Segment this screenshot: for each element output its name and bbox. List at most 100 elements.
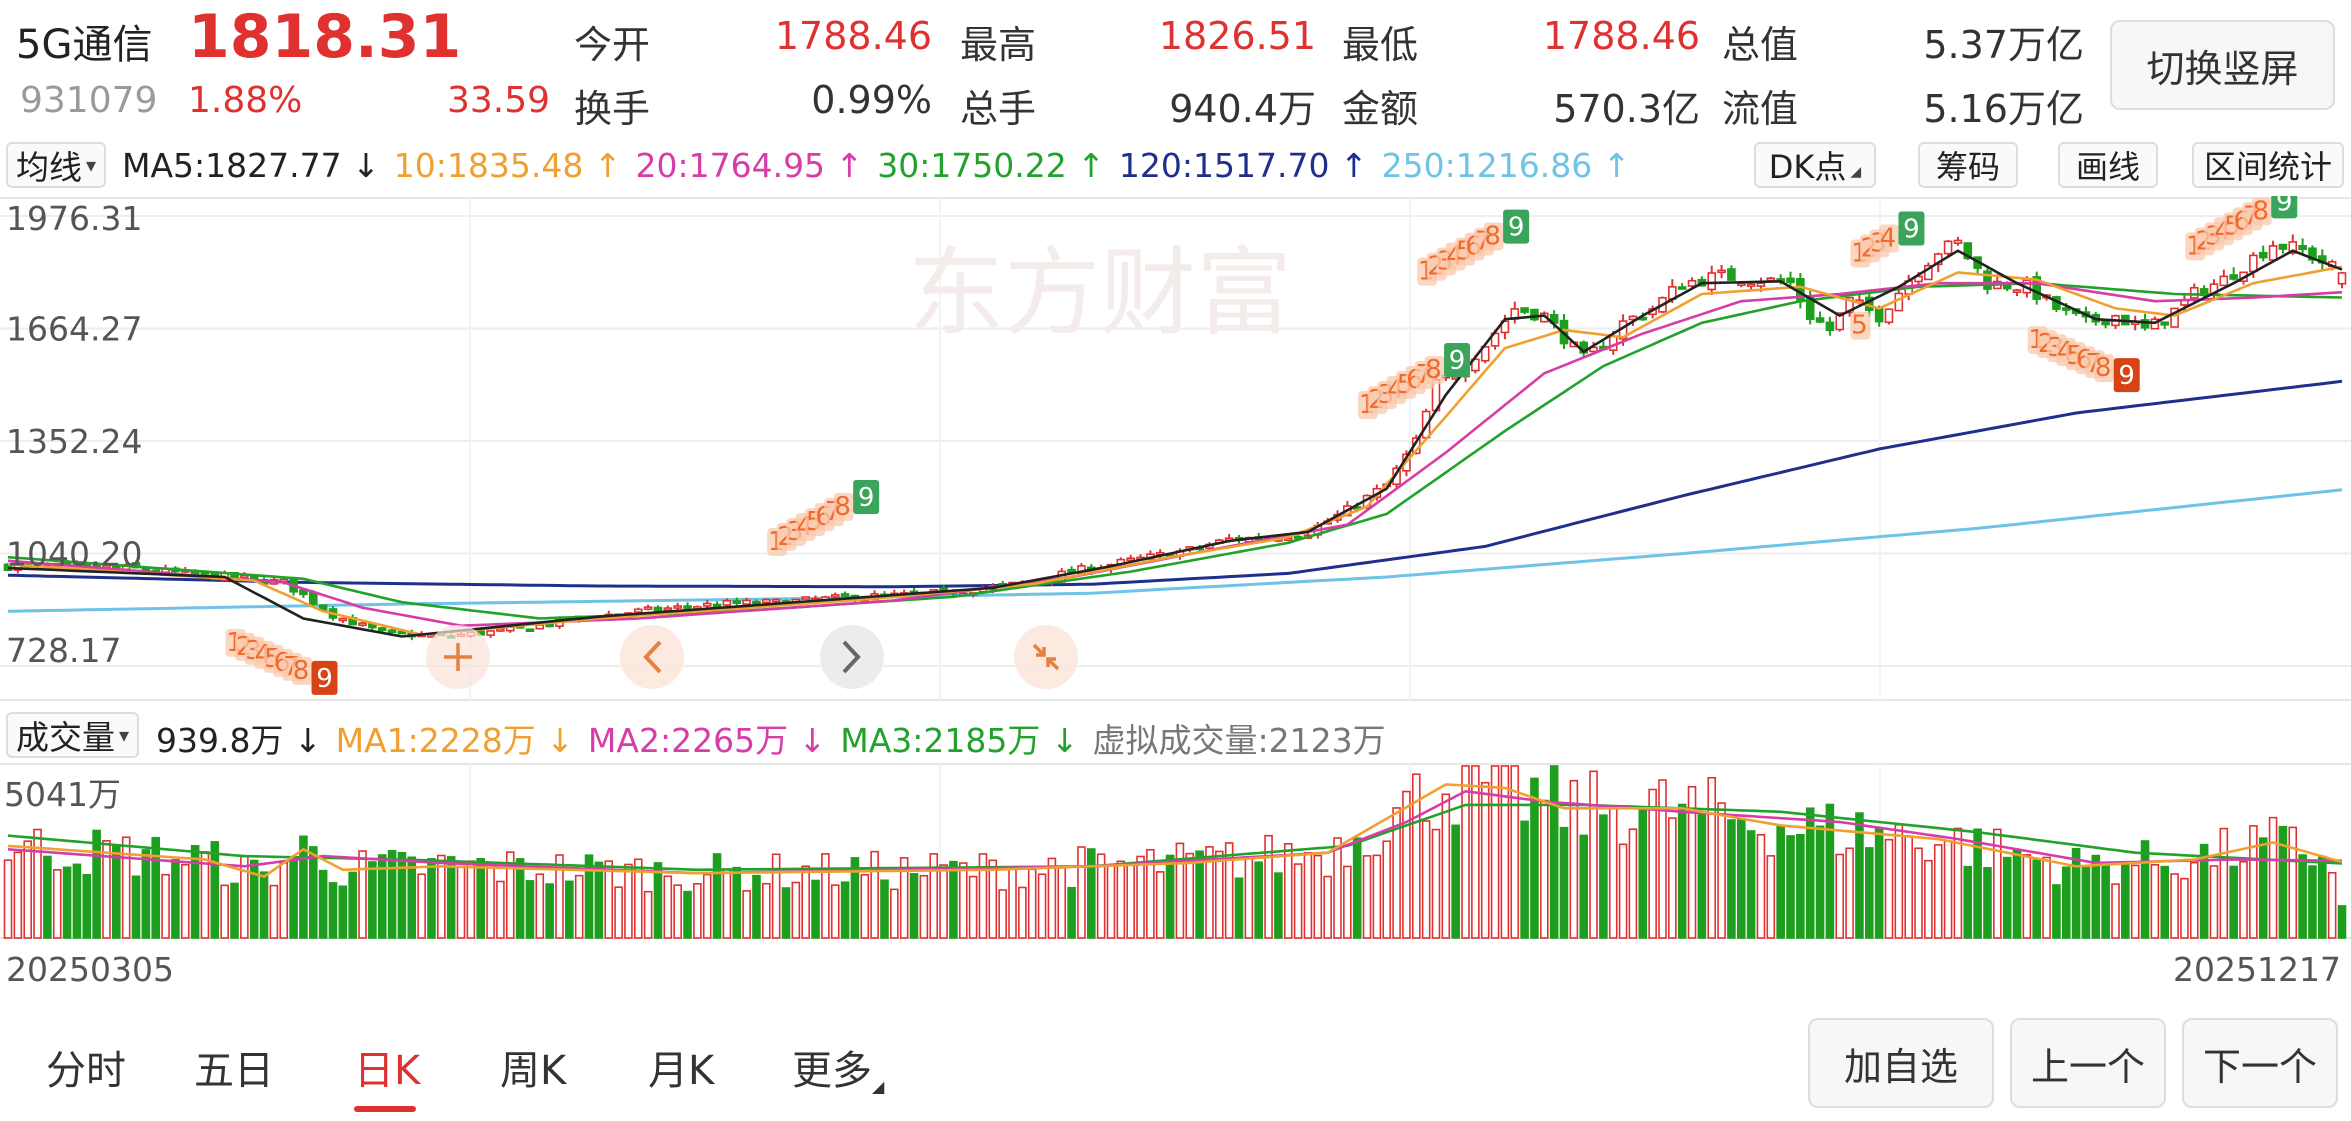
volume-bar xyxy=(180,863,190,939)
volume-bar xyxy=(2091,854,2101,939)
td-nine-badge xyxy=(311,660,338,695)
candle-body xyxy=(1943,240,1953,255)
volume-bar xyxy=(1628,828,1638,939)
volume-bar xyxy=(1382,840,1392,939)
volume-bar xyxy=(1618,843,1628,939)
candle-body xyxy=(1687,279,1697,287)
td-nine-label: 9 xyxy=(858,483,875,513)
float-mcap-value: 5.16万亿 xyxy=(1923,87,2084,131)
volume-bar xyxy=(1648,788,1657,939)
volume-bar xyxy=(1953,827,1963,939)
zoom-reset-control[interactable] xyxy=(1014,625,1078,689)
chart-nav-controls xyxy=(426,625,1078,689)
volume-bar xyxy=(1155,871,1165,939)
candle-body xyxy=(1983,270,1992,290)
volume-bar xyxy=(2071,847,2081,939)
td-digit: 8 xyxy=(1425,355,1442,385)
tab-five-day[interactable]: 五日 xyxy=(194,1048,274,1094)
candle-body xyxy=(1766,277,1776,282)
volume-bar xyxy=(968,875,978,939)
ma-legend-item-1: 10:1835.48 ↑ xyxy=(393,146,622,185)
add-watchlist-button[interactable]: 加自选 xyxy=(1808,1018,1994,1108)
scroll-left-control[interactable] xyxy=(620,625,684,689)
tab-more[interactable]: 更多◢ xyxy=(792,1038,884,1096)
volume-bar xyxy=(1185,852,1195,939)
candle-body xyxy=(2288,241,2298,254)
volume-bar xyxy=(791,881,801,939)
candle-body xyxy=(2189,286,2199,299)
candle-body xyxy=(1914,275,1923,283)
volume-legend-item-4: 虚拟成交量:2123万 xyxy=(1092,721,1386,760)
volume-bar xyxy=(919,874,929,939)
volume-bar xyxy=(2258,837,2268,939)
volume-bar xyxy=(2337,905,2347,939)
volume-bar xyxy=(1195,850,1204,939)
next-button[interactable]: 下一个 xyxy=(2182,1018,2338,1108)
previous-button[interactable]: 上一个 xyxy=(2010,1018,2166,1108)
volume-bar xyxy=(1116,860,1126,939)
volume-bar xyxy=(446,856,456,939)
volume-chart[interactable]: 5041万 xyxy=(0,762,2351,942)
volume-bar xyxy=(1845,847,1854,939)
volume-bar xyxy=(190,845,200,939)
volume-bar xyxy=(72,863,82,939)
volume-indicator-select[interactable]: 成交量 ▾ xyxy=(6,712,140,758)
volume-bar xyxy=(1264,834,1273,939)
volume-bar xyxy=(1510,765,1520,939)
volume-bar xyxy=(2219,827,2229,939)
volume-bar xyxy=(1520,820,1529,939)
td-nine-badge xyxy=(1444,342,1471,377)
candle-body xyxy=(1707,272,1717,291)
chevron-right-icon xyxy=(842,640,861,674)
ma-legend-item-2: 20:1764.95 ↑ xyxy=(635,146,864,185)
crosshair-control[interactable] xyxy=(426,625,490,689)
indicator-select[interactable]: 均线 ▾ xyxy=(6,142,107,188)
candle-body xyxy=(2101,320,2110,326)
volume-bar xyxy=(1973,828,1982,939)
volume-bar xyxy=(565,880,574,939)
volume-bar xyxy=(860,874,870,939)
volume-bar xyxy=(722,868,732,939)
range-stats-button[interactable]: 区间统计 xyxy=(2192,142,2344,188)
volume-bar xyxy=(1756,834,1766,939)
volume-bar xyxy=(2268,816,2278,939)
chip-button[interactable]: 筹码 xyxy=(1918,142,2018,188)
candle-body xyxy=(1727,268,1736,281)
switch-portrait-button[interactable]: 切换竖屏 xyxy=(2110,20,2335,110)
tab-monthly-k[interactable]: 月K xyxy=(648,1048,715,1094)
candle-body xyxy=(722,599,732,606)
volume-bar xyxy=(1205,846,1214,939)
volume-bar xyxy=(1924,859,1933,939)
candle-body xyxy=(397,630,407,635)
volume-bar xyxy=(978,853,988,939)
candle-body xyxy=(1677,286,1687,290)
volume-bar xyxy=(1786,835,1795,939)
tab-weekly-k[interactable]: 周K xyxy=(500,1048,567,1094)
candle-body xyxy=(762,598,771,604)
volume-bar xyxy=(958,862,968,939)
candle-body xyxy=(840,593,850,597)
candle-body xyxy=(2258,251,2268,259)
draw-line-button[interactable]: 画线 xyxy=(2058,142,2158,188)
volume-bar xyxy=(1421,820,1431,939)
tab-intraday[interactable]: 分时 xyxy=(46,1048,126,1094)
scroll-right-control[interactable] xyxy=(820,625,884,689)
volume-legend-item-1: MA1:2228万 ↓ xyxy=(335,721,574,760)
candle-body xyxy=(2032,276,2042,300)
volume-bar xyxy=(594,861,604,939)
volume-bar xyxy=(1323,875,1332,939)
tab-daily-k[interactable]: 日K xyxy=(354,1048,421,1094)
candle-body xyxy=(535,624,545,630)
dk-point-button[interactable]: DK点 ◢ xyxy=(1754,142,1876,188)
volume-bar xyxy=(1215,850,1224,939)
volume-bar xyxy=(2160,865,2170,939)
kline-short-ma-lines xyxy=(7,249,2343,638)
volume-bar xyxy=(82,873,92,939)
volume-bar xyxy=(240,855,249,939)
volume-bar xyxy=(830,884,840,939)
volume-bar xyxy=(1224,842,1234,939)
volume-bar xyxy=(1677,803,1687,939)
volume-bar xyxy=(476,858,486,939)
volume-bar xyxy=(249,859,259,939)
